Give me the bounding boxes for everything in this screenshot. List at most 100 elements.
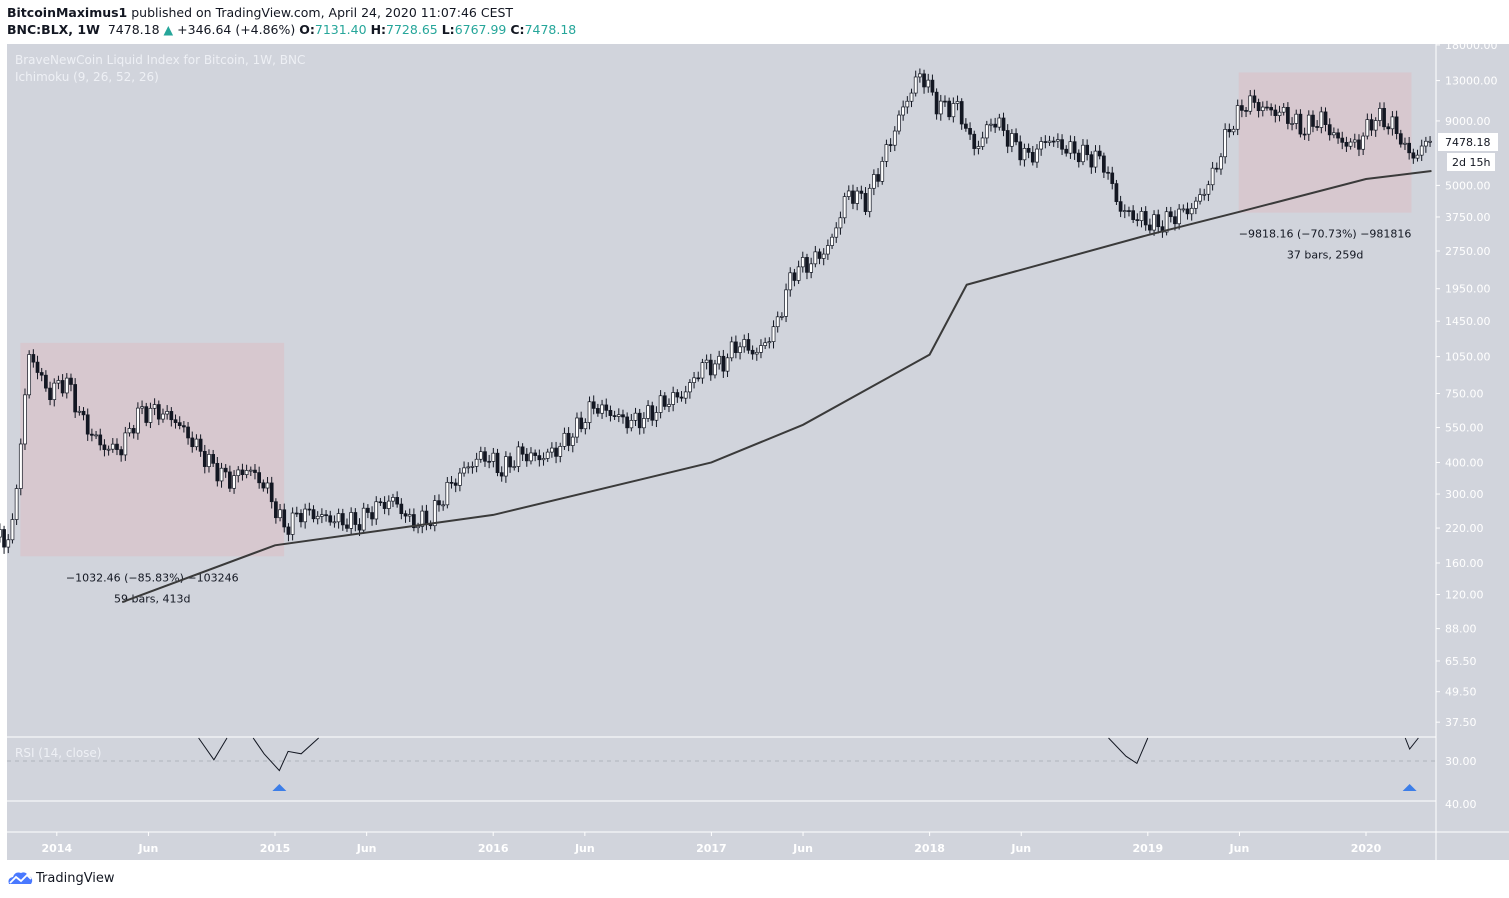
candle <box>775 311 780 333</box>
tradingview-logo[interactable]: TradingView <box>7 870 115 886</box>
candle <box>207 449 211 473</box>
candle <box>1106 166 1110 180</box>
brand-name: TradingView <box>36 870 115 886</box>
candle <box>1390 111 1395 136</box>
candle <box>403 510 408 523</box>
candle <box>1097 145 1102 160</box>
author[interactable]: BitcoinMaximus1 <box>7 5 128 20</box>
candle-body <box>570 436 575 446</box>
candle <box>1394 110 1399 140</box>
candle <box>562 427 567 450</box>
candle <box>834 222 839 243</box>
candle <box>361 502 366 534</box>
publish-date: published on TradingView.com, April 24, … <box>131 5 514 20</box>
y-tick-label: 88.00 <box>1445 623 1477 636</box>
candle <box>600 399 604 419</box>
candle <box>1076 149 1081 168</box>
candle-body <box>1102 155 1106 173</box>
candle-body <box>529 452 533 462</box>
candle <box>1294 109 1299 130</box>
candle-body <box>512 466 517 468</box>
o-label: O: <box>299 22 315 37</box>
candle-body <box>56 380 61 384</box>
candle-body <box>675 392 680 398</box>
candle <box>708 353 713 381</box>
rsi-line <box>1404 737 1419 750</box>
candle <box>60 374 65 397</box>
candle <box>734 335 738 359</box>
candle-body <box>257 472 262 484</box>
candle-body <box>1227 129 1232 133</box>
candle <box>838 211 843 235</box>
candle-body <box>136 407 140 434</box>
candle <box>700 358 705 384</box>
candle-body <box>867 187 872 212</box>
candle-body <box>880 161 885 182</box>
indicator-label[interactable]: Ichimoku (9, 26, 52, 26) <box>15 70 159 84</box>
candle-body <box>1035 148 1039 163</box>
candle <box>1093 145 1098 173</box>
candle <box>328 510 333 526</box>
candle-body <box>1252 95 1257 103</box>
candle <box>692 371 696 389</box>
candle-body <box>1122 210 1127 212</box>
candle <box>671 386 676 412</box>
candle <box>445 477 450 509</box>
candle <box>1072 136 1077 160</box>
candle <box>688 379 692 399</box>
candle <box>926 73 931 93</box>
candle-body <box>1152 214 1156 231</box>
candle <box>1428 136 1432 147</box>
candle <box>307 502 312 516</box>
candle-body <box>236 469 241 476</box>
x-tick-label: Jun <box>792 842 813 855</box>
candle-body <box>115 443 119 450</box>
candle-body <box>186 426 190 439</box>
candle-body <box>466 466 471 469</box>
candle <box>959 98 964 130</box>
candle-body <box>892 130 897 146</box>
candle <box>1214 162 1219 173</box>
candle <box>955 95 960 111</box>
candle-body <box>1202 193 1207 196</box>
candle <box>1415 149 1420 162</box>
countdown-label: 2d 15h <box>1452 156 1490 169</box>
candle-body <box>1093 150 1098 168</box>
candle-body <box>704 359 709 363</box>
candle <box>792 268 797 287</box>
candle <box>658 390 663 419</box>
candle-body <box>357 524 362 531</box>
candle-body <box>294 512 299 515</box>
candle-body <box>27 354 32 396</box>
candle <box>1198 188 1202 205</box>
candle <box>470 461 475 474</box>
candle-body <box>483 451 487 462</box>
up-triangle-icon: ▲ <box>163 22 174 37</box>
x-tick-label: 2019 <box>1132 842 1163 855</box>
candle <box>391 493 395 508</box>
candle-body <box>432 500 437 527</box>
candle <box>1323 107 1328 132</box>
candle-body <box>370 512 374 520</box>
candle <box>1039 136 1044 156</box>
c-label: C: <box>510 22 525 37</box>
moving-average-line <box>121 170 1432 604</box>
candle <box>290 507 295 541</box>
candle <box>508 452 512 473</box>
candle-body <box>64 377 69 394</box>
rsi-label[interactable]: RSI (14, close) <box>15 746 102 760</box>
candle <box>1102 152 1106 179</box>
candle <box>918 68 922 83</box>
candle <box>529 447 533 465</box>
candle <box>1110 166 1115 190</box>
candle-body <box>746 339 751 351</box>
candle-body <box>123 432 128 456</box>
candle <box>788 267 793 297</box>
candle <box>767 337 772 349</box>
candle-body <box>934 91 939 115</box>
candle-body <box>809 263 814 273</box>
candle-body <box>842 196 847 219</box>
candle <box>177 416 182 430</box>
candle-body <box>1286 106 1290 124</box>
